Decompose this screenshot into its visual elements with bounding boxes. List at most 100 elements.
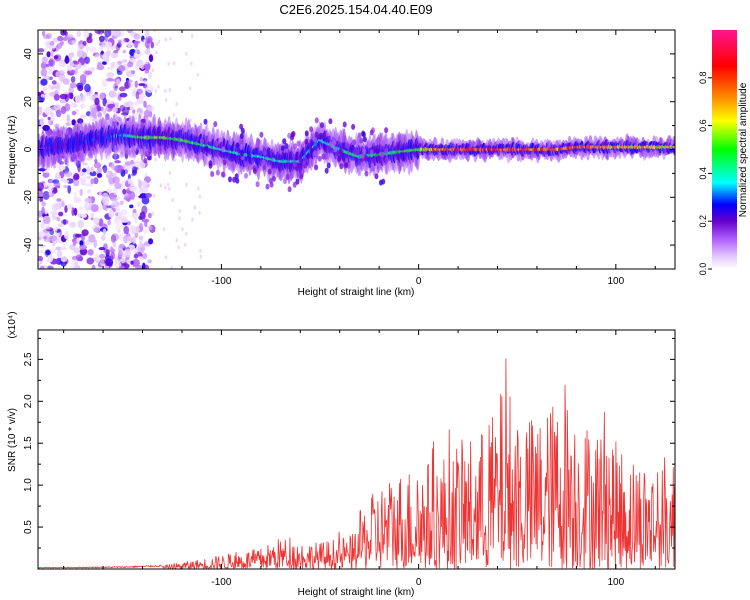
- heatmap-cell: [112, 176, 120, 184]
- heatmap-cell: [164, 89, 167, 93]
- heatmap-cell: [60, 256, 68, 263]
- heatmap-cell: [261, 159, 266, 166]
- heatmap-cell: [164, 185, 167, 190]
- heatmap-cell: [64, 205, 68, 213]
- heatmap-cell: [123, 81, 131, 89]
- heatmap-cell: [93, 162, 102, 169]
- heatmap-cell: [98, 35, 105, 42]
- colorbar-ticks: 0.0 0.2 0.4 0.6 0.8: [698, 72, 712, 275]
- heatmap-cell: [41, 202, 46, 207]
- heatmap-cell: [235, 142, 240, 149]
- spectrogram-x-axis: -100 0 100: [63, 30, 656, 287]
- heatmap-cell: [172, 61, 176, 66]
- heatmap-cell: [42, 190, 50, 200]
- heatmap-cell: [298, 157, 303, 164]
- heatmap-cell: [40, 94, 45, 98]
- heatmap-cell: [164, 255, 168, 260]
- heatmap-cell: [74, 94, 82, 104]
- heatmap-cell: [345, 142, 350, 149]
- snr-panel: -100 0 100 0.5 1.0 1.5 2.0 2.5 Height of strai…: [7, 311, 676, 598]
- heatmap-cell: [139, 93, 147, 99]
- heatmap-cell: [204, 145, 209, 152]
- heatmap-cell: [292, 161, 297, 168]
- heatmap-cell: [380, 151, 385, 158]
- heatmap-cell: [339, 163, 344, 170]
- heatmap-cell: [151, 68, 154, 73]
- heatmap-cell: [164, 37, 168, 42]
- heatmap-cell: [49, 50, 54, 57]
- heatmap-cell: [81, 229, 89, 237]
- heatmap-cell: [59, 246, 67, 251]
- heatmap-cell: [64, 56, 70, 64]
- heatmap-cell: [49, 41, 55, 46]
- heatmap-cell: [126, 221, 131, 226]
- heatmap-cell: [82, 162, 88, 166]
- heatmap-cell: [79, 103, 86, 109]
- heatmap-cell: [139, 77, 144, 82]
- heatmap-cell: [73, 207, 78, 216]
- heatmap-cell: [129, 104, 134, 111]
- heatmap-cell: [150, 41, 155, 49]
- heatmap-cell: [76, 49, 83, 58]
- heatmap-cell: [138, 83, 146, 87]
- heatmap-cell: [91, 264, 96, 269]
- heatmap-cell: [43, 236, 48, 240]
- snr-plot-area: [38, 330, 675, 569]
- heatmap-cell: [70, 101, 76, 108]
- heatmap-cell: [129, 204, 134, 209]
- heatmap-cell: [62, 78, 70, 85]
- heatmap-cell: [337, 156, 342, 162]
- heatmap-cell: [125, 248, 131, 258]
- heatmap-cell: [127, 61, 134, 68]
- heatmap-cell: [94, 30, 103, 34]
- colorbar: 0.0 0.2 0.4 0.6 0.8 Normalized spectral ampl…: [698, 30, 749, 275]
- heatmap-cell: [74, 67, 78, 75]
- heatmap-cell: [313, 150, 318, 157]
- heatmap-cell: [303, 162, 308, 169]
- heatmap-cell: [357, 132, 362, 139]
- heatmap-cell: [157, 84, 160, 89]
- heatmap-cell: [133, 40, 139, 49]
- heatmap-cell: [313, 136, 317, 143]
- heatmap-cell: [142, 252, 148, 260]
- heatmap-cell: [79, 94, 86, 103]
- y-tick-label: 0.5: [23, 520, 34, 534]
- heatmap-cell: [123, 235, 128, 244]
- snr-y-scale-label: (x10⁴): [7, 311, 18, 338]
- y-tick-label: 2.5: [23, 352, 34, 366]
- heatmap-cell: [83, 183, 92, 187]
- heatmap-cell: [147, 225, 153, 231]
- heatmap-cell: [71, 110, 77, 116]
- heatmap-cell: [108, 162, 115, 168]
- spectrogram-panel: -100 0 100 -40 -20 0 20 40 Height of straight …: [7, 29, 676, 298]
- heatmap-cell: [75, 254, 83, 262]
- heatmap-cell: [46, 51, 51, 58]
- heatmap-cell: [98, 218, 104, 227]
- heatmap-cell: [115, 212, 119, 217]
- heatmap-cell: [127, 42, 132, 48]
- heatmap-cell: [90, 166, 94, 173]
- heatmap-cell: [280, 145, 285, 152]
- heatmap-cell: [304, 130, 309, 137]
- heatmap-cell: [53, 182, 61, 187]
- heatmap-cell: [119, 86, 126, 92]
- heatmap-cell: [162, 227, 166, 232]
- heatmap-cell: [118, 232, 124, 241]
- heatmap-cell: [85, 242, 93, 246]
- heatmap-cell: [110, 197, 118, 202]
- heatmap-cell: [129, 191, 135, 200]
- heatmap-cell: [44, 209, 48, 215]
- heatmap-cell: [113, 82, 118, 92]
- heatmap-cell: [131, 173, 136, 177]
- colorbar-tick-label: 0.8: [698, 72, 708, 85]
- heatmap-cell: [62, 219, 67, 225]
- heatmap-cell: [119, 200, 124, 206]
- heatmap-cell: [40, 265, 45, 269]
- heatmap-cell: [38, 182, 44, 191]
- heatmap-cell: [127, 178, 131, 185]
- heatmap-cell: [314, 164, 319, 171]
- heatmap-cell: [102, 228, 107, 235]
- heatmap-cell: [77, 220, 85, 229]
- snr-y-axis: 0.5 1.0 1.5 2.0 2.5: [23, 337, 675, 549]
- heatmap-cell: [132, 258, 140, 267]
